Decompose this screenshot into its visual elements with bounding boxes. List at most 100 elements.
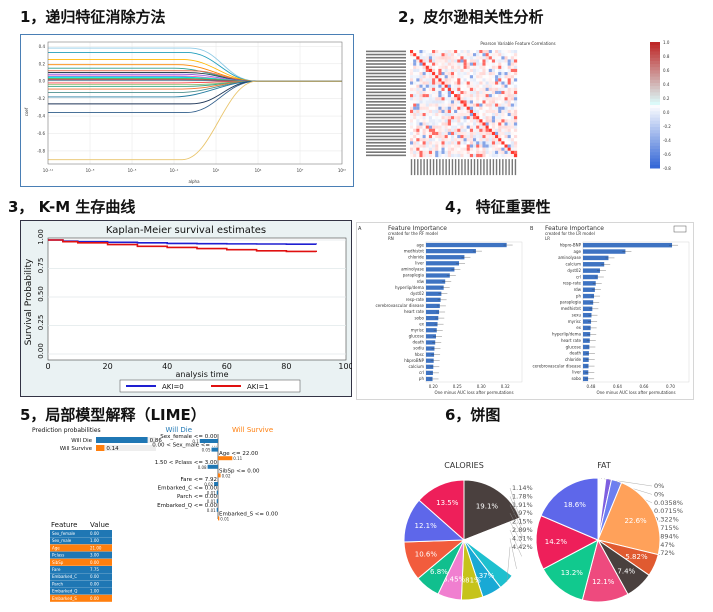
heatmap-cell <box>438 62 442 66</box>
heatmap-cell <box>428 122 433 126</box>
lime-proba-label: Will Die <box>71 438 92 444</box>
heatmap-cell <box>441 56 445 60</box>
heatmap-cell <box>444 116 448 120</box>
heatmap-cell <box>425 150 429 154</box>
heatmap-cell <box>501 50 505 54</box>
heatmap-row-label <box>366 97 406 100</box>
heatmap-cell <box>513 81 518 85</box>
heatmap-cell <box>507 119 511 123</box>
colorbar-segment <box>650 127 660 131</box>
heatmap-cell <box>488 56 492 60</box>
fi-bar <box>583 274 598 280</box>
fi-bar <box>583 338 590 343</box>
heatmap-cell <box>410 113 414 117</box>
heatmap-cell <box>419 109 423 114</box>
colorbar-tick: -0.4 <box>663 138 671 143</box>
heatmap-cell <box>460 56 464 60</box>
heatmap-cell <box>425 90 429 95</box>
heatmap-cell <box>501 125 505 129</box>
heatmap-cell <box>425 75 429 79</box>
heatmap-cell <box>425 87 429 91</box>
heatmap-cell <box>460 53 464 57</box>
heatmap-cell <box>479 128 483 132</box>
heatmap-cell <box>469 141 474 145</box>
heatmap-cell <box>457 138 461 142</box>
heatmap-cell <box>510 128 514 132</box>
heatmap-cell <box>425 106 429 110</box>
lime-feature-label: Embarked_S <= 0.00 <box>219 511 279 517</box>
heatmap-cell <box>432 53 436 57</box>
heatmap-cell <box>422 147 426 151</box>
heatmap-cell <box>495 138 499 142</box>
heatmap-cell <box>463 150 467 154</box>
heatmap-cell <box>473 138 477 142</box>
heatmap-cell <box>460 78 464 82</box>
heatmap-cell <box>482 103 486 107</box>
heatmap-cell <box>498 81 502 85</box>
heatmap-cell <box>438 144 442 148</box>
heatmap-cell <box>425 109 429 114</box>
heatmap-cell <box>422 65 426 69</box>
heatmap-cell <box>501 150 505 154</box>
lime-class-left: Will Die <box>166 426 192 434</box>
heatmap-cell <box>485 56 489 60</box>
heatmap-cell <box>416 131 420 136</box>
heatmap-cell <box>513 128 518 132</box>
heatmap-cell <box>501 68 505 73</box>
heatmap-cell <box>476 72 480 76</box>
heatmap-cell <box>432 103 436 107</box>
heatmap-cell <box>410 62 414 66</box>
heatmap-cell <box>457 97 461 101</box>
heatmap-cell <box>457 87 461 91</box>
heatmap-cell <box>501 90 505 95</box>
fi-category-label: ph <box>419 376 425 381</box>
fi-bar <box>426 309 440 315</box>
heading-lime: 5，局部模型解释（LIME） <box>20 406 206 424</box>
heatmap-cell <box>438 50 442 54</box>
heatmap-cell <box>498 153 502 158</box>
heatmap-cell <box>479 119 483 123</box>
heatmap-row-label <box>366 113 406 116</box>
heatmap-cell <box>460 106 464 110</box>
heatmap-cell <box>498 84 502 88</box>
heatmap-cell <box>498 94 502 98</box>
km-ytick: 1.00 <box>37 229 45 245</box>
heatmap-cell <box>501 113 505 117</box>
heatmap-cell <box>447 81 451 85</box>
heatmap-cell <box>447 90 451 95</box>
heatmap-cell <box>495 122 499 126</box>
heatmap-cell <box>432 97 436 101</box>
heatmap-cell <box>460 109 464 114</box>
heatmap-cell <box>425 53 429 57</box>
heatmap-cell <box>495 62 499 66</box>
heatmap-cell <box>435 72 439 76</box>
heatmap-cell <box>432 90 436 95</box>
colorbar-segment <box>650 82 660 87</box>
heatmap-cell <box>413 84 417 88</box>
heatmap-cell <box>491 106 496 110</box>
heatmap-cell <box>435 90 439 95</box>
heatmap-cell <box>495 65 499 69</box>
heatmap-col-label <box>413 159 416 176</box>
heatmap-cell <box>416 90 420 95</box>
heatmap-cell <box>491 135 496 139</box>
heatmap-cell <box>422 81 426 85</box>
heatmap-cell <box>469 103 474 107</box>
heatmap-cell <box>501 103 505 107</box>
colorbar-segment <box>650 60 660 65</box>
heatmap-cell <box>447 113 451 117</box>
heatmap-cell <box>463 141 467 145</box>
heatmap-cell <box>491 65 496 69</box>
km-xtick: 60 <box>222 362 232 371</box>
fi-category-label: liver <box>572 370 581 375</box>
heatmap-cell <box>413 109 417 114</box>
heatmap-cell <box>441 78 445 82</box>
heatmap-cell <box>457 113 461 117</box>
pie-calories-title: CALORIES <box>444 461 484 470</box>
lime-proba-value: 0.86 <box>150 438 163 444</box>
heatmap-cell <box>444 87 448 91</box>
lime-table-cell: Pclass <box>52 553 64 558</box>
heatmap-cell <box>450 84 455 88</box>
fi-bar <box>583 332 591 337</box>
heatmap-cell <box>419 75 423 79</box>
